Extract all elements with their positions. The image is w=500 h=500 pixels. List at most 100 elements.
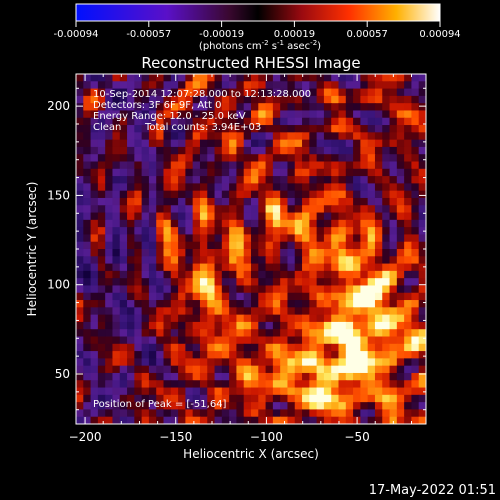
heatmap-cell bbox=[214, 300, 223, 308]
heatmap-cell bbox=[338, 365, 347, 374]
heatmap-cell bbox=[331, 125, 340, 133]
heatmap-cell bbox=[411, 351, 420, 359]
heatmap-cell bbox=[83, 256, 92, 265]
heatmap-cell bbox=[338, 81, 347, 90]
heatmap-cell bbox=[90, 110, 99, 119]
heatmap-cell bbox=[294, 300, 303, 308]
heatmap-cell bbox=[178, 270, 186, 279]
heatmap-cell bbox=[418, 321, 426, 330]
heatmap-cell bbox=[156, 365, 165, 374]
heatmap-cell bbox=[163, 205, 172, 214]
heatmap-cell bbox=[272, 409, 281, 418]
heatmap-cell bbox=[287, 270, 296, 279]
heatmap-cell bbox=[302, 161, 310, 170]
heatmap-cell bbox=[367, 343, 376, 352]
heatmap-cell bbox=[134, 343, 143, 352]
heatmap-cell bbox=[236, 190, 245, 199]
heatmap-cell bbox=[258, 95, 267, 104]
heatmap-cell bbox=[323, 351, 332, 359]
heatmap-cell bbox=[331, 74, 340, 82]
heatmap-cell bbox=[243, 125, 252, 133]
heatmap-cell bbox=[258, 416, 267, 424]
heatmap-cell bbox=[382, 402, 391, 411]
heatmap-cell bbox=[411, 285, 420, 294]
heatmap-cell bbox=[163, 380, 172, 389]
heatmap-cell bbox=[141, 402, 150, 411]
heatmap-cell bbox=[207, 402, 216, 411]
heatmap-cell bbox=[331, 190, 340, 199]
heatmap-cell bbox=[411, 249, 420, 257]
heatmap-cell bbox=[229, 402, 238, 411]
heatmap-cell bbox=[338, 132, 347, 141]
heatmap-cell bbox=[127, 402, 135, 411]
heatmap-cell bbox=[251, 292, 259, 301]
heatmap-cell bbox=[374, 183, 383, 192]
heatmap-cell bbox=[90, 270, 99, 279]
heatmap-cell bbox=[119, 234, 128, 243]
heatmap-cell bbox=[163, 227, 172, 236]
heatmap-cell bbox=[287, 219, 296, 228]
heatmap-cell bbox=[214, 314, 223, 323]
heatmap-cell bbox=[156, 219, 165, 228]
heatmap-cell bbox=[229, 329, 238, 338]
heatmap-cell bbox=[389, 197, 398, 206]
heatmap-cell bbox=[389, 139, 398, 148]
heatmap-cell bbox=[258, 292, 267, 301]
heatmap-cell bbox=[280, 183, 289, 192]
heatmap-cell bbox=[192, 81, 201, 90]
heatmap-cell bbox=[83, 372, 92, 381]
heatmap-cell bbox=[229, 249, 238, 257]
heatmap-cell bbox=[229, 219, 238, 228]
heatmap-cell bbox=[367, 314, 376, 323]
heatmap-cell bbox=[272, 329, 281, 338]
heatmap-cell bbox=[272, 278, 281, 287]
heatmap-cell bbox=[338, 176, 347, 184]
heatmap-cell bbox=[389, 132, 398, 141]
heatmap-cell bbox=[119, 81, 128, 90]
heatmap-cell bbox=[251, 227, 259, 236]
heatmap-cell bbox=[199, 292, 208, 301]
heatmap-cell bbox=[396, 285, 405, 294]
heatmap-cell bbox=[411, 125, 420, 133]
heatmap-cell bbox=[214, 329, 223, 338]
heatmap-cell bbox=[192, 168, 201, 177]
heatmap-cell bbox=[404, 394, 413, 403]
heatmap-cell bbox=[236, 380, 245, 389]
heatmap-cell bbox=[105, 154, 114, 163]
heatmap-cell bbox=[236, 219, 245, 228]
heatmap-cell bbox=[134, 234, 143, 243]
heatmap-cell bbox=[119, 183, 128, 192]
heatmap-cell bbox=[105, 380, 114, 389]
heatmap-cell bbox=[76, 103, 84, 112]
heatmap-cell bbox=[389, 329, 398, 338]
heatmap-cell bbox=[214, 416, 223, 424]
heatmap-cell bbox=[112, 343, 121, 352]
heatmap-cell bbox=[207, 88, 216, 97]
heatmap-cell bbox=[236, 256, 245, 265]
method-annotation: Clean bbox=[93, 122, 121, 133]
heatmap-cell bbox=[214, 372, 223, 381]
heatmap-cell bbox=[90, 387, 99, 396]
heatmap-cell bbox=[83, 132, 92, 141]
heatmap-cell bbox=[316, 88, 325, 97]
heatmap-cell bbox=[382, 139, 391, 148]
heatmap-cell bbox=[83, 103, 92, 112]
heatmap-cell bbox=[294, 227, 303, 236]
heatmap-cell bbox=[148, 416, 157, 424]
heatmap-cell bbox=[83, 285, 92, 294]
heatmap-cell bbox=[382, 270, 391, 279]
heatmap-cell bbox=[178, 256, 186, 265]
heatmap-cell bbox=[345, 125, 354, 133]
heatmap-cell bbox=[353, 270, 361, 279]
heatmap-cell bbox=[156, 212, 165, 221]
heatmap-cell bbox=[199, 95, 208, 104]
heatmap-cell bbox=[302, 416, 310, 424]
heatmap-cell bbox=[105, 125, 114, 133]
heatmap-cell bbox=[287, 95, 296, 104]
heatmap-cell bbox=[185, 358, 194, 367]
heatmap-cell bbox=[141, 270, 150, 279]
heatmap-cell bbox=[331, 343, 340, 352]
heatmap-cell bbox=[192, 132, 201, 141]
heatmap-cell bbox=[251, 365, 259, 374]
heatmap-cell bbox=[148, 139, 157, 148]
